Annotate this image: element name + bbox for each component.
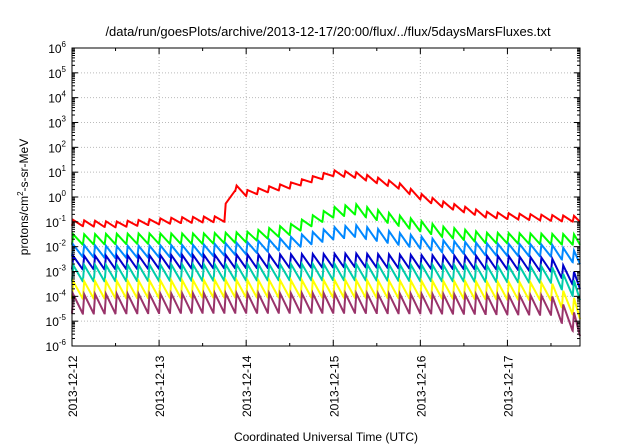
- y-tick-base: 10: [48, 141, 62, 155]
- y-tick-exp: -4: [59, 288, 67, 297]
- y-tick-label: 105: [48, 65, 66, 81]
- x-tick-label: 2013-12-17: [501, 355, 515, 417]
- y-tick-exp: 2: [62, 139, 67, 148]
- y-tick-exp: -2: [59, 239, 67, 248]
- y-tick-label: 10-5: [46, 313, 67, 329]
- series-line: [71, 250, 581, 290]
- y-tick-exp: -5: [59, 313, 67, 322]
- y-tick-label: 10-4: [46, 288, 67, 304]
- plot-area: [71, 168, 581, 337]
- y-tick-base: 10: [48, 117, 62, 131]
- y-tick-exp: -1: [59, 214, 67, 223]
- y-tick-exp: -6: [59, 338, 67, 347]
- y-tick-label: 10-1: [46, 214, 67, 230]
- y-tick-exp: 3: [62, 115, 67, 124]
- series-line: [71, 201, 581, 246]
- y-tick-label: 10-6: [46, 338, 67, 354]
- y-tick-label: 104: [48, 90, 66, 106]
- y-tick-base: 10: [48, 42, 62, 56]
- y-tick-exp: 6: [62, 40, 67, 49]
- y-tick-base: 10: [48, 191, 62, 205]
- series-line: [71, 276, 581, 320]
- y-axis: 10-610-510-410-310-210-11001011021031041…: [46, 40, 580, 354]
- y-tick-exp: -3: [59, 264, 67, 273]
- x-axis: 2013-12-12 2013-12-13 2013-12-14 2013-12-15…: [66, 48, 552, 417]
- y-tick-base: 10: [46, 340, 60, 354]
- y-tick-base: 10: [48, 67, 62, 81]
- x-tick-label: 2013-12-13: [153, 355, 167, 417]
- y-tick-base: 10: [48, 166, 62, 180]
- y-tick-label: 10-2: [46, 239, 67, 255]
- y-tick-exp: 1: [62, 164, 67, 173]
- y-tick-base: 10: [46, 290, 60, 304]
- x-tick-label: 2013-12-15: [327, 355, 341, 417]
- y-tick-exp: 5: [62, 65, 67, 74]
- y-tick-label: 101: [48, 164, 66, 180]
- x-tick-label: 2013-12-12: [66, 355, 80, 417]
- x-axis-label: Coordinated Universal Time (UTC): [234, 430, 418, 444]
- y-tick-base: 10: [46, 315, 60, 329]
- y-tick-base: 10: [46, 241, 60, 255]
- y-tick-label: 10-3: [46, 264, 67, 280]
- x-tick-label: 2013-12-16: [414, 355, 428, 417]
- y-tick-label: 106: [48, 40, 66, 56]
- series-line: [71, 260, 581, 301]
- y-axis-label: protons/cm2-s-sr-MeV: [16, 139, 31, 255]
- y-axis-label-a: protons/cm: [17, 196, 31, 255]
- y-tick-base: 10: [46, 266, 60, 280]
- y-tick-base: 10: [48, 92, 62, 106]
- y-tick-label: 100: [48, 189, 66, 205]
- chart-title: /data/run/goesPlots/archive/2013-12-17/2…: [105, 24, 551, 39]
- y-axis-label-sup: 2: [16, 191, 25, 196]
- series-line: [71, 168, 581, 229]
- y-tick-label: 103: [48, 115, 66, 131]
- series-line: [71, 222, 581, 265]
- series-line: [71, 289, 581, 337]
- y-tick-exp: 4: [62, 90, 67, 99]
- y-tick-label: 102: [48, 139, 66, 155]
- y-tick-exp: 0: [62, 189, 67, 198]
- y-tick-base: 10: [46, 216, 60, 230]
- x-tick-label: 2013-12-14: [240, 355, 254, 417]
- y-axis-label-b: -s-sr-MeV: [17, 139, 31, 192]
